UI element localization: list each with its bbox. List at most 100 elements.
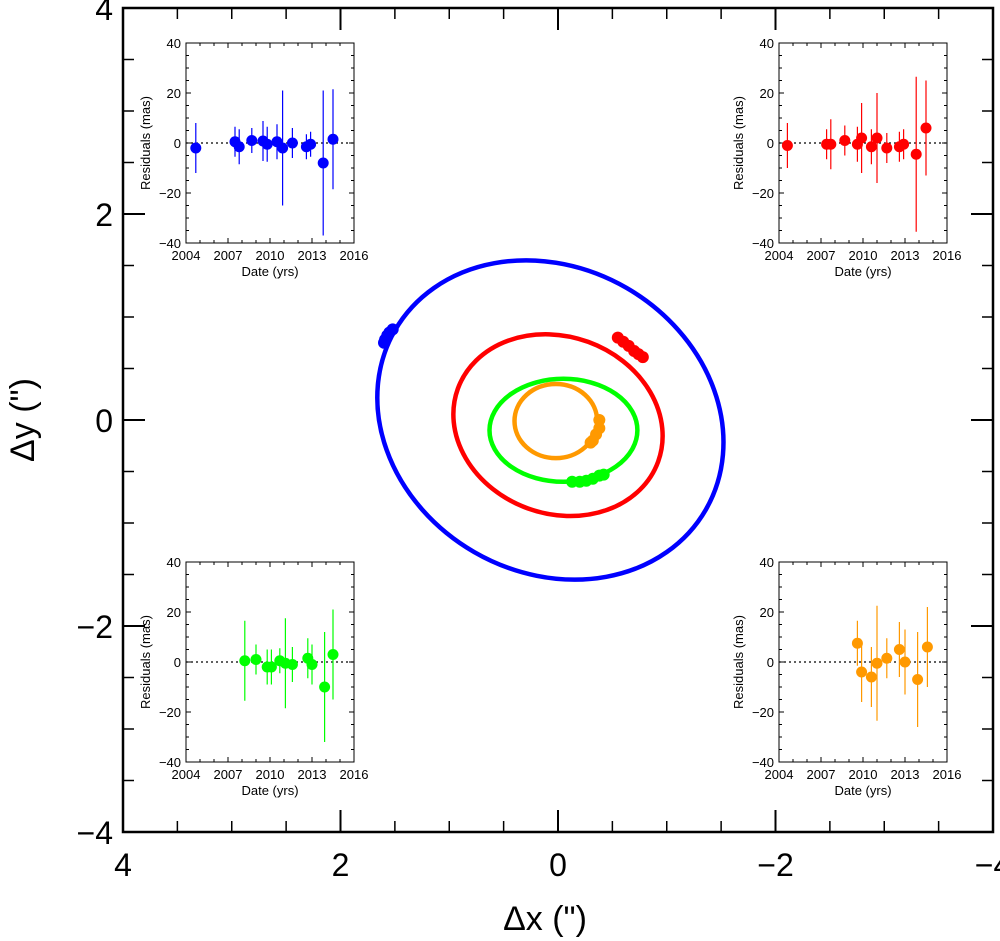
inset-x-tick-label: 2016 [340, 767, 369, 782]
inset-x-tick-label: 2016 [340, 248, 369, 263]
astrometry-point-e [584, 436, 597, 449]
y-tick-label: 2 [95, 197, 113, 233]
inset-y-tick-label: 40 [167, 555, 181, 570]
y-tick-label: −2 [77, 609, 113, 645]
inset-y-tick-label: 0 [174, 655, 181, 670]
inset-y-axis-label: Residuals (mas) [731, 96, 746, 190]
residual-point-c [825, 138, 837, 150]
astrometry-point-b [378, 336, 390, 349]
residual-point-c [898, 138, 910, 150]
inset-x-tick-label: 2013 [891, 767, 920, 782]
residual-point-e [899, 656, 911, 668]
inset-y-axis-label: Residuals (mas) [731, 615, 746, 709]
inset-y-tick-label: 0 [174, 136, 181, 151]
residual-point-d [265, 661, 277, 673]
inset-x-tick-label: 2007 [214, 767, 243, 782]
inset-x-tick-label: 2004 [765, 767, 794, 782]
inset-y-tick-label: −40 [159, 236, 181, 251]
inset-y-tick-label: 20 [760, 86, 774, 101]
inset-x-tick-label: 2004 [172, 248, 201, 263]
residual-point-d [286, 659, 298, 670]
astrometry-point-c [636, 351, 649, 364]
main-y-axis-label: Δy (") [4, 378, 42, 462]
residual-point-e [921, 641, 933, 653]
residual-point-b [277, 142, 289, 154]
residual-point-c [865, 141, 877, 153]
residual-point-c [871, 132, 883, 144]
residual-point-c [910, 148, 922, 160]
inset-y-tick-label: −20 [752, 705, 774, 720]
inset-x-tick-label: 2013 [298, 767, 327, 782]
x-tick-label: 0 [549, 847, 567, 883]
inset-residuals-d: 2004 2007 2010 2013 2016 40 20 0 −20 −40 Date (yrs… [138, 555, 368, 798]
inset-x-tick-label: 2007 [807, 248, 836, 263]
inset-x-tick-label: 2016 [933, 248, 962, 263]
inset-x-tick-label: 2004 [172, 767, 201, 782]
y-tick-label: −4 [77, 815, 113, 851]
residual-point-d [306, 659, 318, 670]
inset-x-tick-label: 2007 [214, 248, 243, 263]
y-tick-label: 4 [95, 0, 113, 27]
inset-y-tick-label: −40 [752, 236, 774, 251]
orbit-c [451, 332, 665, 519]
inset-y-tick-label: 40 [760, 36, 774, 51]
residual-point-c [920, 122, 932, 134]
inset-y-tick-label: 0 [767, 136, 774, 151]
residual-point-e [871, 657, 883, 669]
inset-y-tick-label: −40 [752, 755, 774, 770]
inset-x-tick-label: 2016 [933, 767, 962, 782]
residual-point-c [839, 135, 851, 146]
residual-point-e [881, 652, 893, 664]
inset-y-tick-label: 20 [167, 86, 181, 101]
inset-y-tick-label: 0 [767, 655, 774, 670]
inset-residuals-e: 2004 2007 2010 2013 2016 40 20 0 −20 −40 Date (yrs… [731, 555, 961, 798]
residual-point-e [865, 671, 877, 683]
residual-point-c [881, 142, 893, 154]
inset-x-tick-label: 2010 [256, 248, 285, 263]
y-tick-label: 0 [95, 403, 113, 439]
x-tick-label: 4 [114, 847, 132, 883]
residual-point-c [856, 132, 868, 144]
astrometry-point-e [593, 414, 606, 426]
residual-point-b [327, 133, 339, 145]
inset-y-tick-label: −20 [159, 705, 181, 720]
residual-point-e [856, 666, 868, 678]
residual-point-c [781, 140, 793, 151]
x-tick-label: 2 [332, 847, 350, 883]
inset-y-tick-label: 20 [167, 605, 181, 620]
residual-point-d [319, 681, 331, 693]
residual-point-d [239, 655, 251, 667]
inset-x-tick-label: 2004 [765, 248, 794, 263]
residual-point-d [250, 654, 262, 665]
residual-point-b [305, 138, 317, 150]
inset-y-axis-label: Residuals (mas) [138, 615, 153, 709]
x-tick-label: −2 [757, 847, 793, 883]
residual-point-e [893, 644, 905, 655]
residual-point-b [286, 137, 298, 149]
orbit-plot: 420−2−4420−2−4 [77, 0, 1000, 883]
residual-point-b [233, 141, 245, 153]
inset-y-tick-label: 40 [760, 555, 774, 570]
inset-x-tick-label: 2010 [849, 248, 878, 263]
inset-y-tick-label: 20 [760, 605, 774, 620]
inset-y-tick-label: −20 [752, 186, 774, 201]
inset-y-tick-label: −20 [159, 186, 181, 201]
inset-y-axis-label: Residuals (mas) [138, 96, 153, 190]
inset-x-axis-label: Date (yrs) [834, 783, 891, 798]
inset-y-tick-label: −40 [159, 755, 181, 770]
residual-point-e [912, 674, 924, 685]
residual-point-b [190, 142, 202, 154]
residual-point-b [246, 135, 258, 146]
residual-point-e [851, 637, 863, 649]
inset-residuals-b: 2004 2007 2010 2013 2016 40 20 0 −20 −40 Date (yrs… [138, 36, 368, 279]
inset-x-axis-label: Date (yrs) [834, 264, 891, 279]
inset-x-tick-label: 2013 [298, 248, 327, 263]
inset-residuals-c: 2004 2007 2010 2013 2016 40 20 0 −20 −40 Date (yrs… [731, 36, 961, 279]
inset-x-tick-label: 2007 [807, 767, 836, 782]
residual-point-b [261, 138, 273, 150]
inset-x-tick-label: 2013 [891, 248, 920, 263]
inset-x-axis-label: Date (yrs) [241, 264, 298, 279]
residual-point-b [317, 157, 329, 169]
residual-point-d [327, 649, 339, 660]
